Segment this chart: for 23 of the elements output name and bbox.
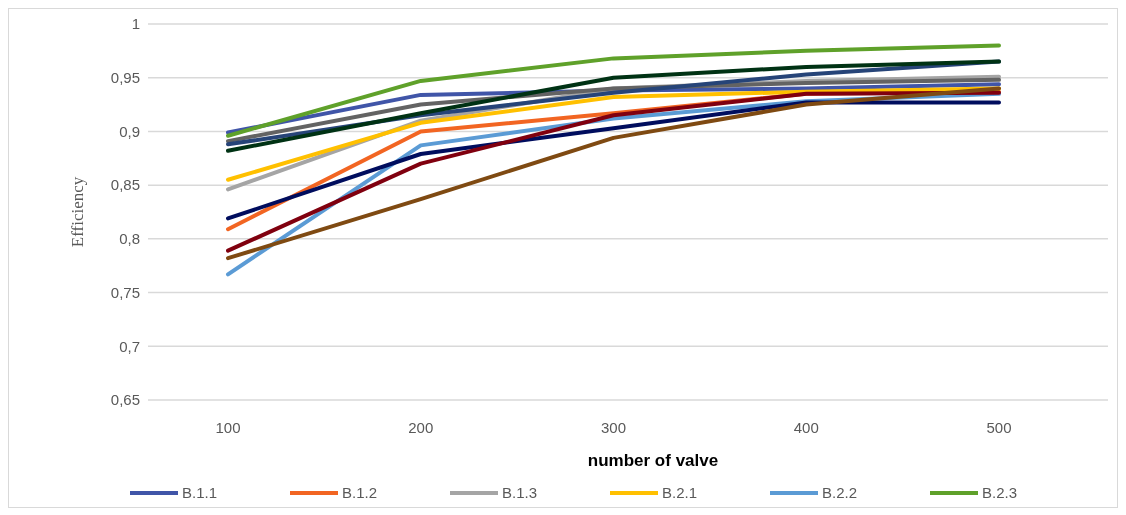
legend-label: B.1.3 [502,484,538,501]
y-tick-label: 0,75 [110,283,140,301]
legend-label: B.1.1 [182,484,218,501]
y-tick-label: 0,95 [110,68,140,86]
x-axis-title: number of valve [587,451,719,470]
legend-label: B.2.2 [822,484,858,501]
y-tick-label: 0,65 [110,391,140,409]
legend-label: B.2.3 [982,484,1018,501]
y-tick-label: 1 [131,15,140,33]
line-series [226,43,1001,138]
y-tick-label: 0,9 [119,122,140,140]
y-tick-label: 0,8 [119,230,140,248]
x-tick-label: 400 [793,419,819,436]
y-tick-label: 0,7 [119,337,140,355]
legend-label: B.1.2 [342,484,378,501]
x-tick-label: 200 [408,419,434,436]
x-tick-label: 100 [215,419,241,436]
legend-label: B.2.1 [662,484,698,501]
x-tick-label: 500 [986,419,1012,436]
line-series [226,86,1001,182]
y-tick-label: 0,85 [110,176,140,194]
x-tick-label: 300 [600,419,627,436]
y-axis-title: Efficiency [68,176,87,248]
